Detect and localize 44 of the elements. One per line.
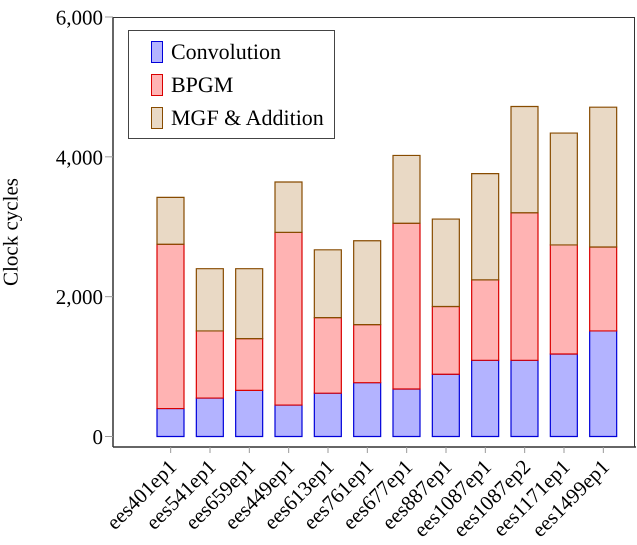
bar bbox=[314, 392, 342, 438]
bar bbox=[314, 249, 342, 318]
y-tick-label: 6,000 bbox=[56, 5, 103, 30]
y-tick-label: 4,000 bbox=[56, 145, 103, 170]
legend-label: Convolution bbox=[171, 38, 282, 64]
bar bbox=[156, 244, 185, 410]
legend-label: MGF & Addition bbox=[171, 104, 324, 130]
bar bbox=[274, 181, 303, 233]
bar bbox=[550, 244, 578, 355]
bar bbox=[314, 317, 342, 394]
bar bbox=[353, 324, 382, 384]
bar bbox=[471, 173, 500, 280]
bar bbox=[510, 360, 539, 438]
bar bbox=[589, 246, 618, 332]
bar bbox=[235, 268, 264, 340]
y-tick-label: 2,000 bbox=[56, 285, 103, 310]
bar bbox=[392, 388, 421, 438]
bar bbox=[353, 240, 382, 326]
bar bbox=[589, 330, 618, 438]
bar bbox=[550, 353, 578, 438]
bar bbox=[392, 222, 421, 390]
bar bbox=[471, 360, 500, 438]
bar bbox=[274, 232, 303, 406]
legend-label: BPGM bbox=[171, 72, 234, 98]
bar bbox=[274, 404, 303, 438]
bar bbox=[156, 408, 185, 438]
bar bbox=[432, 374, 460, 438]
bar bbox=[196, 268, 224, 332]
bar bbox=[471, 279, 500, 361]
bar bbox=[550, 132, 578, 246]
y-axis-title: Clock cycles bbox=[0, 178, 22, 286]
bar bbox=[589, 106, 618, 248]
bar bbox=[510, 212, 539, 361]
bar bbox=[235, 390, 264, 438]
y-tick-label: 0 bbox=[92, 424, 103, 449]
bar bbox=[510, 106, 539, 214]
bar bbox=[392, 154, 421, 224]
bar bbox=[432, 306, 460, 375]
bar bbox=[196, 397, 224, 438]
bar bbox=[432, 218, 460, 308]
bar bbox=[196, 330, 224, 399]
bar bbox=[235, 338, 264, 391]
bar bbox=[353, 382, 382, 438]
bar bbox=[156, 196, 185, 245]
